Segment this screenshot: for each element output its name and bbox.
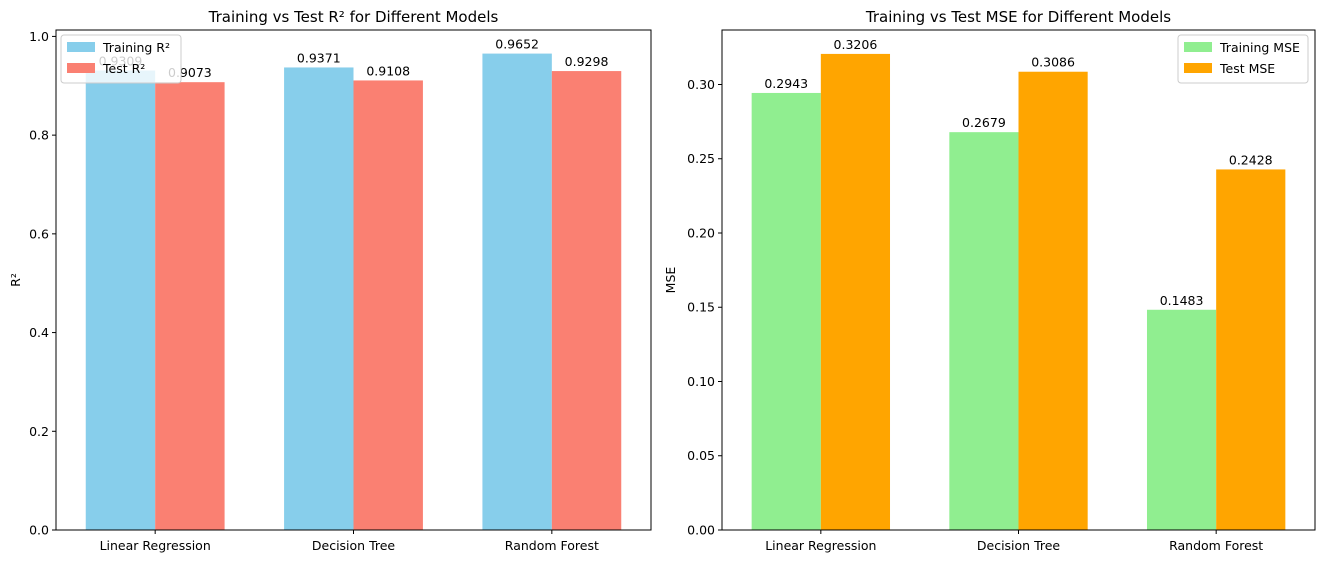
data-label: 0.9371 bbox=[297, 50, 341, 65]
bar-training-r--1 bbox=[284, 67, 354, 531]
bar-test-r--0 bbox=[155, 82, 225, 531]
data-label: 0.1483 bbox=[1160, 293, 1204, 308]
data-label: 0.9298 bbox=[565, 54, 609, 69]
legend-swatch bbox=[1184, 63, 1212, 73]
r2-chart: 0.93090.93710.96520.90730.91080.92980.00… bbox=[8, 8, 652, 553]
y-tick-label: 0.25 bbox=[687, 151, 715, 166]
data-label: 0.3206 bbox=[834, 37, 878, 52]
y-tick-label: 0.4 bbox=[29, 325, 49, 340]
data-label: 0.9652 bbox=[495, 37, 539, 52]
y-tick-label: 0.05 bbox=[687, 448, 715, 463]
legend: Training R² Test R² bbox=[60, 34, 182, 84]
data-label: 0.2679 bbox=[962, 115, 1006, 130]
legend-swatch bbox=[1184, 42, 1212, 52]
data-label: 0.2943 bbox=[764, 76, 808, 91]
mse-chart: 0.2943 0.2679 0.1483 0.3206 0.3086 0.2428 0.00… bbox=[663, 8, 1316, 553]
x-tick-label: Random Forest bbox=[505, 538, 599, 553]
y-axis-label: R² bbox=[8, 273, 23, 287]
legend-swatch bbox=[67, 42, 95, 52]
bar-training-r--0 bbox=[85, 70, 156, 531]
legend-label: Training MSE bbox=[1219, 40, 1300, 55]
y-tick-label: 0.8 bbox=[29, 128, 49, 143]
legend-label: Test MSE bbox=[1219, 61, 1275, 76]
legend: Training MSE Test MSE bbox=[1177, 34, 1309, 84]
x-tick-label: Random Forest bbox=[1169, 538, 1263, 553]
bar-test-mse-0 bbox=[820, 53, 891, 530]
y-tick-label: 1.0 bbox=[29, 29, 49, 44]
data-label: 0.2428 bbox=[1229, 152, 1273, 167]
data-label: 0.3086 bbox=[1031, 55, 1075, 70]
legend-label: Test R² bbox=[102, 61, 145, 76]
y-axis-label: MSE bbox=[663, 267, 678, 294]
bar-test-mse-2 bbox=[1216, 169, 1286, 530]
y-tick-label: 0.10 bbox=[687, 374, 715, 389]
bar-test-r--2 bbox=[551, 71, 622, 530]
bar-test-r--1 bbox=[353, 80, 423, 530]
y-tick-label: 0.6 bbox=[29, 226, 49, 241]
y-tick-label: 0.30 bbox=[687, 77, 715, 92]
bar-test-mse-1 bbox=[1018, 71, 1088, 530]
chart-title: Training vs Test MSE for Different Model… bbox=[865, 8, 1171, 26]
x-tick-label: Linear Regression bbox=[100, 538, 211, 553]
x-tick-label: Decision Tree bbox=[977, 538, 1061, 553]
legend-swatch bbox=[67, 63, 95, 73]
bar-training-mse-2 bbox=[1146, 309, 1217, 530]
y-tick-label: 0.0 bbox=[29, 523, 49, 538]
legend-label: Training R² bbox=[102, 40, 170, 55]
y-tick-label: 0.20 bbox=[687, 225, 715, 240]
y-tick-label: 0.15 bbox=[687, 300, 715, 315]
x-tick-label: Decision Tree bbox=[312, 538, 396, 553]
y-tick-label: 0.2 bbox=[29, 424, 49, 439]
bar-training-mse-1 bbox=[949, 132, 1019, 531]
y-tick-label: 0.00 bbox=[687, 523, 715, 538]
bar-training-r--2 bbox=[482, 53, 552, 531]
bar-training-mse-0 bbox=[751, 92, 821, 531]
x-tick-label: Linear Regression bbox=[765, 538, 876, 553]
chart-title: Training vs Test R² for Different Models bbox=[208, 8, 499, 26]
data-label: 0.9108 bbox=[366, 63, 410, 78]
